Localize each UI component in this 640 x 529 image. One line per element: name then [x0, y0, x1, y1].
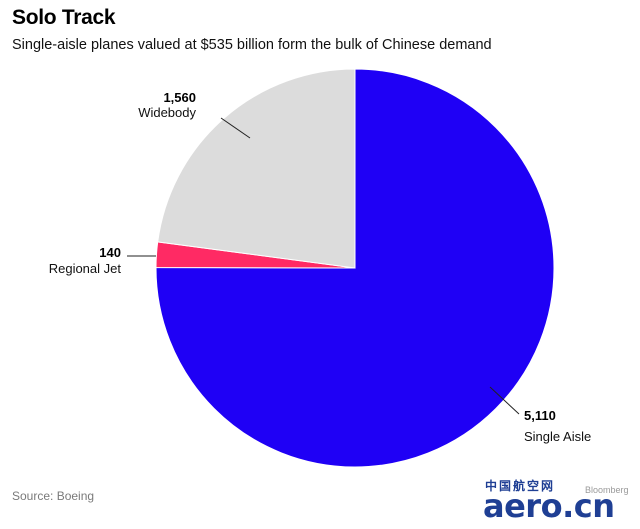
slice-value-widebody: 1,560: [163, 90, 196, 105]
leader-lines: [127, 117, 520, 415]
source-note: Source: Boeing: [12, 489, 95, 503]
pie-slices: [155, 68, 555, 468]
leader-line-single-aisle: [489, 386, 520, 415]
leader-line-widebody: [220, 117, 251, 139]
chart-subtitle: Single-aisle planes valued at $535 billi…: [12, 37, 492, 53]
watermark-brand: aero.cn: [483, 487, 615, 525]
slice-label-widebody: Widebody: [138, 105, 196, 120]
watermark-bloomberg: Bloomberg: [585, 485, 629, 495]
slice-value-regional-jet: 140: [99, 245, 121, 260]
pie-slice-widebody: [157, 68, 356, 269]
slice-label-single-aisle: Single Aisle: [524, 429, 591, 444]
slice-label-regional-jet: Regional Jet: [49, 261, 122, 276]
watermark-chinese: 中国航空网: [485, 479, 556, 493]
slice-value-single-aisle: 5,110: [524, 408, 556, 423]
pie-slice-single-aisle: [155, 68, 555, 468]
watermark-logo: 中国航空网 Bloomberg aero.cn: [483, 477, 635, 525]
chart-title: Solo Track: [12, 6, 116, 29]
